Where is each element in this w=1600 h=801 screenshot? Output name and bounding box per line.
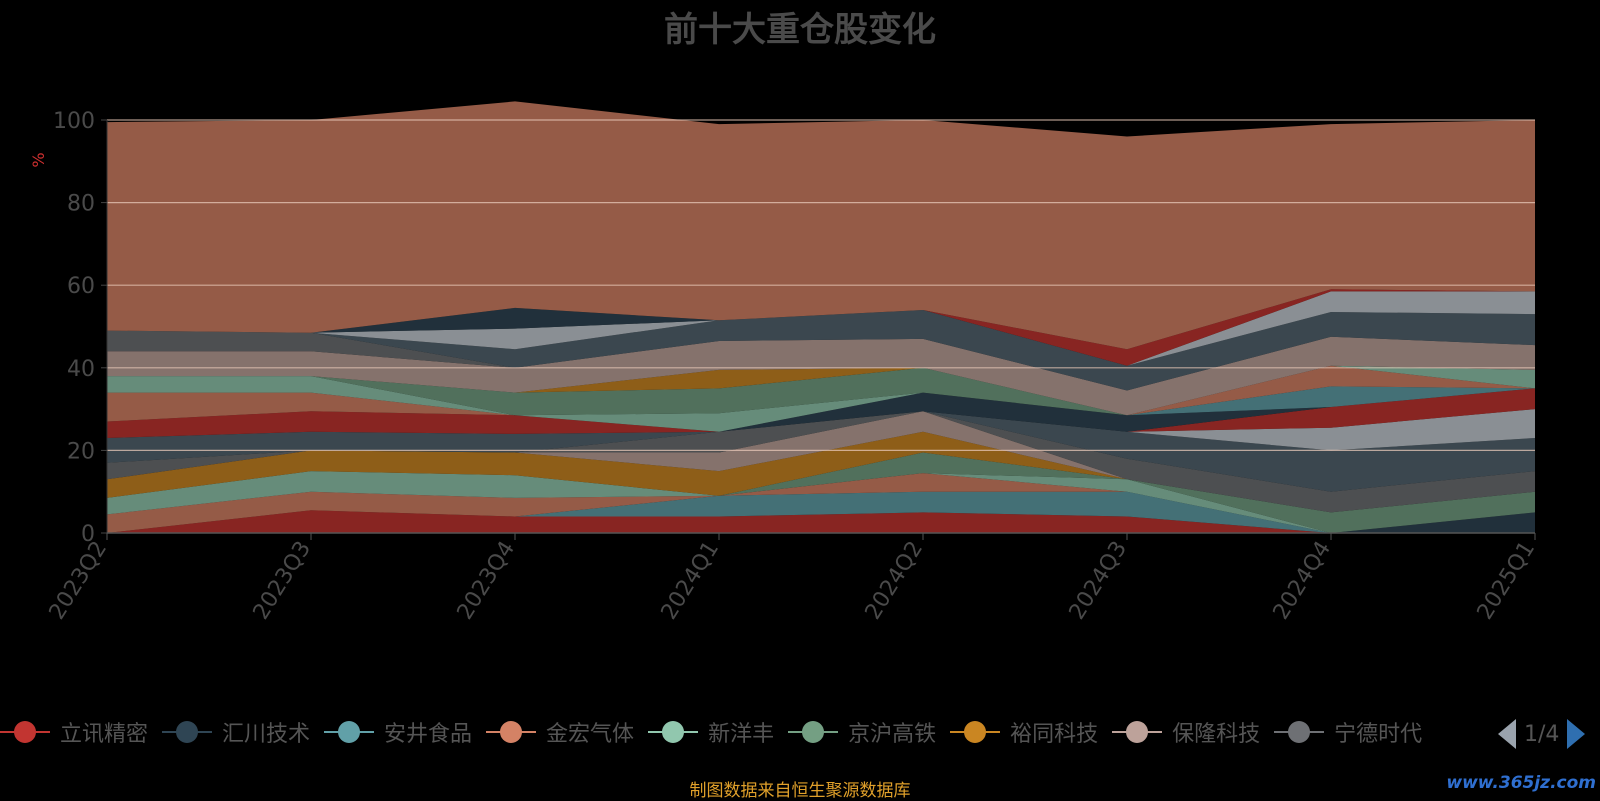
source-note: 制图数据来自恒生聚源数据库	[689, 781, 911, 801]
area-series-7	[107, 431, 1535, 513]
legend-item[interactable]: 立讯精密	[0, 712, 148, 752]
legend: 立讯精密 汇川技术 安井食品 金宏气体 新洋丰 京沪高铁 裕同科技 保隆科技 宁德时代	[0, 712, 1505, 752]
area-series-5	[107, 471, 1535, 533]
legend-item[interactable]: 宁德时代	[1274, 712, 1422, 752]
x-tick-label: 2024Q2	[861, 537, 928, 624]
legend-item[interactable]: 安井食品	[324, 712, 472, 752]
legend-prev-page-icon[interactable]	[1498, 719, 1516, 749]
area-other-15	[107, 289, 1535, 366]
y-tick-label: 0	[81, 522, 95, 547]
area-other-5	[107, 386, 1535, 432]
legend-label: 安井食品	[384, 722, 473, 747]
legend-next-page-icon[interactable]	[1567, 719, 1586, 749]
legend-item[interactable]: 裕同科技	[950, 712, 1098, 752]
y-tick-label: 80	[67, 192, 95, 217]
area-series-4	[107, 473, 1535, 533]
legend-marker-icon	[162, 721, 213, 743]
legend-page-indicator: 1/4	[1524, 721, 1560, 747]
legend-label: 保隆科技	[1172, 722, 1261, 747]
area-other-8	[107, 365, 1535, 416]
legend-label: 汇川技术	[222, 722, 311, 747]
legend-item[interactable]: 汇川技术	[162, 712, 310, 752]
legend-label: 立讯精密	[60, 722, 149, 747]
area-other-3	[107, 388, 1535, 438]
legend-item[interactable]: 京沪高铁	[788, 712, 936, 752]
area-series-2	[107, 510, 1535, 533]
y-axis-label: %	[29, 152, 48, 167]
area-other-7	[107, 365, 1535, 432]
area-other-2	[107, 409, 1535, 451]
legend-label: 金宏气体	[546, 722, 635, 747]
legend-label: 裕同科技	[1010, 722, 1099, 747]
x-tick-label: 2023Q4	[453, 537, 520, 624]
y-tick-label: 40	[67, 357, 95, 382]
x-tick-label: 2024Q4	[1269, 537, 1336, 624]
watermark: www.365jz.com	[1446, 773, 1596, 793]
area-other-1	[107, 411, 1535, 492]
x-tick-label: 2023Q3	[249, 537, 316, 624]
y-tick-label: 100	[53, 109, 95, 134]
x-tick-label: 2024Q1	[657, 537, 724, 624]
area-other-10	[107, 336, 1535, 416]
area-other-13	[107, 291, 1535, 366]
y-tick-label: 60	[67, 274, 95, 299]
legend-marker-icon	[324, 721, 375, 743]
area-series-group	[107, 101, 1535, 533]
legend-marker-icon	[648, 721, 699, 743]
x-tick-label: 2025Q1	[1473, 537, 1540, 624]
legend-pager: 1/4	[1498, 716, 1600, 752]
legend-marker-icon	[950, 721, 1001, 743]
legend-label: 宁德时代	[1334, 722, 1423, 747]
area-series-1	[107, 510, 1535, 533]
legend-marker-icon	[1112, 721, 1163, 743]
legend-marker-icon	[788, 721, 839, 743]
x-tick-label: 2024Q3	[1065, 537, 1132, 624]
legend-marker-icon	[1274, 721, 1325, 743]
legend-item[interactable]: 金宏气体	[486, 712, 634, 752]
legend-marker-icon	[486, 721, 537, 743]
area-other-14	[107, 291, 1535, 366]
area-series-9	[107, 411, 1535, 513]
area-other-11	[107, 330, 1535, 391]
legend-marker-icon	[0, 721, 50, 743]
area-series-3	[107, 491, 1535, 533]
legend-item[interactable]: 保隆科技	[1112, 712, 1260, 752]
area-other-9	[107, 365, 1535, 416]
y-tick-label: 20	[67, 439, 95, 464]
legend-label: 新洋丰	[708, 722, 775, 747]
chart-title: 前十大重仓股变化	[664, 10, 936, 50]
area-other-4	[107, 388, 1535, 432]
x-tick-label: 2023Q2	[45, 537, 112, 624]
grid-lines	[107, 119, 1535, 451]
legend-item[interactable]: 新洋丰	[648, 712, 774, 752]
area-series-6	[107, 452, 1535, 533]
legend-label: 京沪高铁	[848, 722, 937, 747]
area-other-16	[107, 101, 1535, 350]
area-other-12	[107, 310, 1535, 391]
